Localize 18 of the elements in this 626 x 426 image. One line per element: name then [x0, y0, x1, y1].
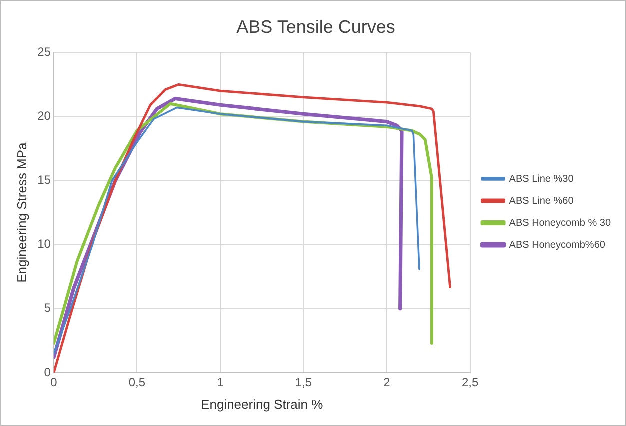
- y-tick-label: 15: [38, 173, 52, 188]
- y-tick-label: 25: [38, 44, 52, 59]
- y-tick-label: 0: [44, 365, 52, 380]
- x-tick-label: 1,5: [295, 376, 312, 390]
- y-axis-title: Engineering Stress MPa: [14, 142, 30, 283]
- x-tick-label: 1: [217, 376, 224, 390]
- x-tick-label: 2: [384, 376, 391, 390]
- x-axis-title: Engineering Strain %: [201, 396, 324, 412]
- y-tick-label: 20: [38, 108, 52, 123]
- x-tick-label: 0,5: [128, 376, 146, 390]
- legend-label: ABS Line %30: [509, 174, 574, 185]
- legend-label: ABS Honeycomb%60: [509, 240, 606, 251]
- y-tick-label: 10: [38, 237, 52, 252]
- y-tick-label: 5: [44, 301, 52, 316]
- legend-label: ABS Line %60: [509, 196, 574, 207]
- x-tick-label: 2,5: [462, 376, 479, 390]
- chart-title: ABS Tensile Curves: [236, 16, 396, 37]
- legend-label: ABS Honeycomb % 30: [509, 218, 612, 229]
